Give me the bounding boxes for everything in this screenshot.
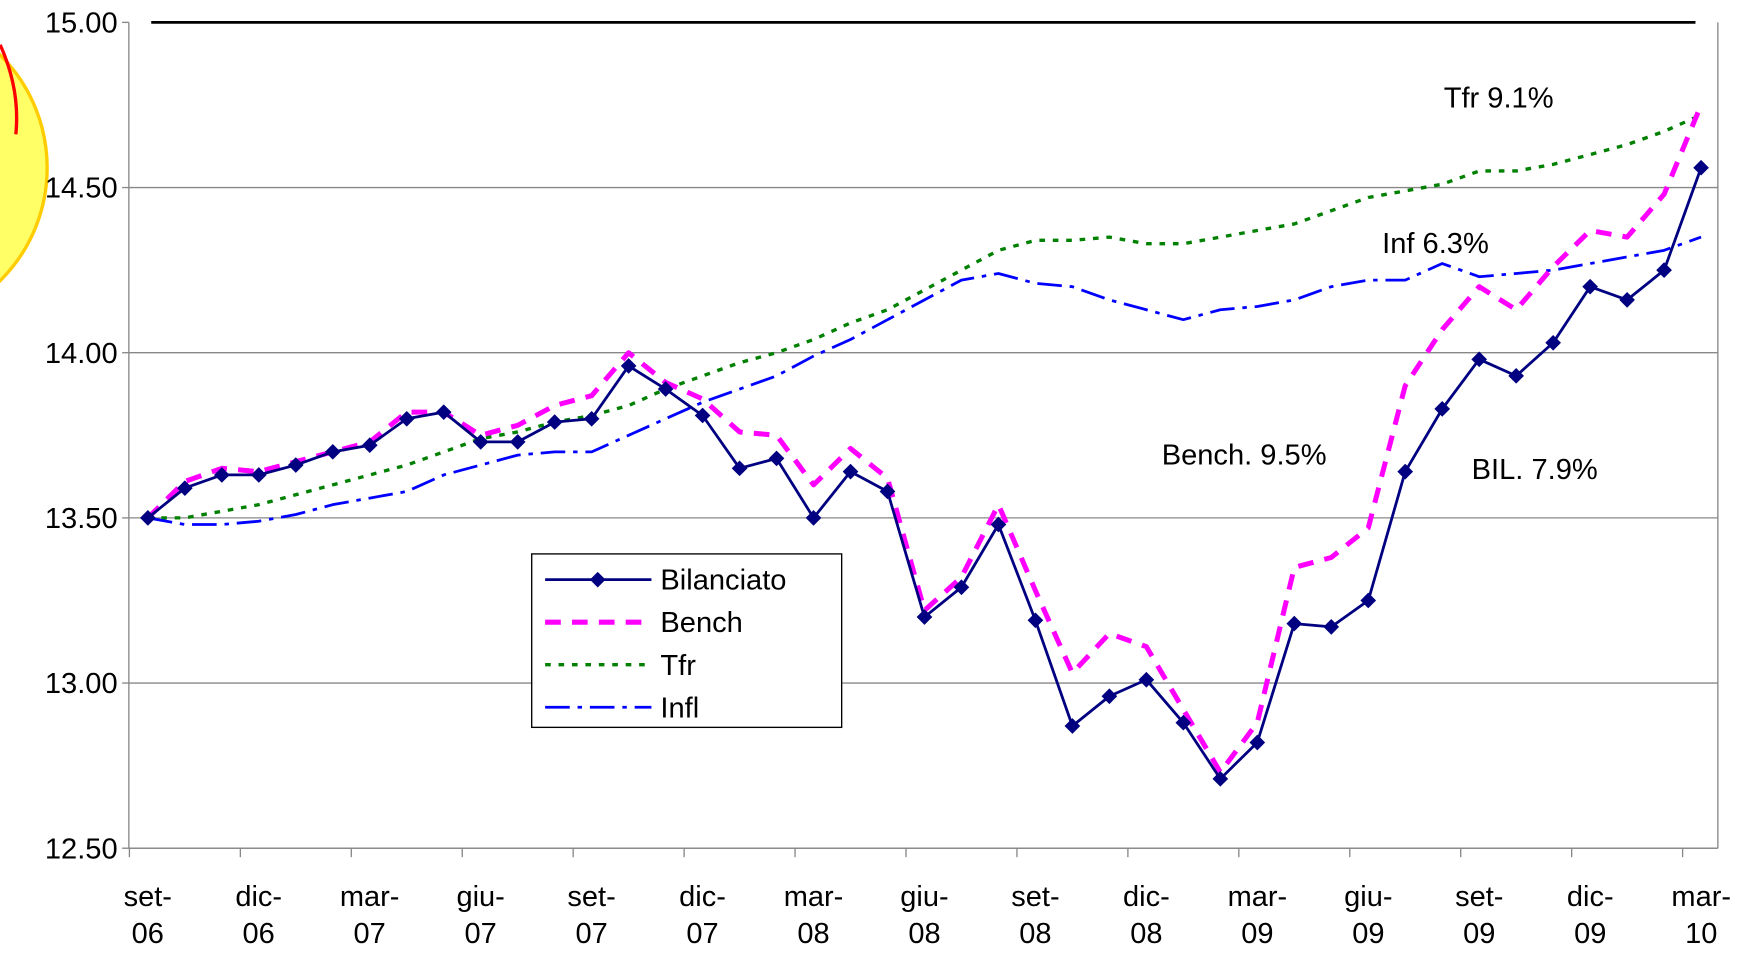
decor-circle <box>0 9 47 327</box>
y-tick-label: 15.00 <box>45 7 118 39</box>
chart: 12.50 13.00 13.50 14.00 14.50 15.00 Tfr 9.1% In… <box>0 0 1746 959</box>
legend-label: Bilanciato <box>660 565 786 597</box>
annotation: Inf 6.3% <box>1382 228 1489 260</box>
series-marker <box>769 451 785 467</box>
legend-label: Bench <box>660 607 742 639</box>
y-tick-label: 13.00 <box>45 668 118 700</box>
x-tick-label: giu- 09 <box>1308 879 1428 953</box>
series-marker <box>510 434 526 450</box>
series-marker <box>1582 279 1598 295</box>
x-tick-label: mar- 09 <box>1197 879 1317 953</box>
x-tick-label: set- 09 <box>1419 879 1539 953</box>
x-tick-label: dic- 09 <box>1530 879 1650 953</box>
x-tick-label: dic- 06 <box>199 879 319 953</box>
x-tick-label: mar- 07 <box>310 879 430 953</box>
y-tick-label: 14.50 <box>45 173 118 205</box>
series-marker <box>325 444 341 460</box>
plot-area <box>129 22 1718 848</box>
series-marker <box>1028 612 1044 628</box>
series-marker <box>1693 160 1709 176</box>
annotation: BIL. 7.9% <box>1472 454 1598 486</box>
annotation: Tfr 9.1% <box>1444 82 1554 114</box>
legend-label: Tfr <box>660 650 696 682</box>
y-tick-label: 13.50 <box>45 503 118 535</box>
y-tick-label: 14.00 <box>45 338 118 370</box>
x-tick-label: mar- 10 <box>1641 879 1746 953</box>
series-line <box>148 237 1701 524</box>
x-tick-label: dic- 08 <box>1086 879 1206 953</box>
page: {"chart_data": { "type": "line", "catego… <box>0 0 1746 959</box>
x-tick-label: set- 06 <box>88 879 208 953</box>
x-tick-label: mar- 08 <box>754 879 874 953</box>
series-line <box>148 115 1701 518</box>
x-tick-label: dic- 07 <box>643 879 763 953</box>
series-marker <box>1286 616 1302 632</box>
x-tick-label: set- 08 <box>975 879 1095 953</box>
y-tick-label: 12.50 <box>45 833 118 865</box>
x-tick-label: set- 07 <box>532 879 652 953</box>
series-marker <box>547 414 563 430</box>
series-marker <box>1397 464 1413 480</box>
chart-wrap: 12.50 13.00 13.50 14.00 14.50 15.00 Tfr 9.1% In… <box>0 0 1746 959</box>
annotation: Bench. 9.5% <box>1162 439 1327 471</box>
legend-label: Infl <box>660 692 699 724</box>
x-tick-label: giu- 07 <box>421 879 541 953</box>
x-tick-label: giu- 08 <box>864 879 984 953</box>
